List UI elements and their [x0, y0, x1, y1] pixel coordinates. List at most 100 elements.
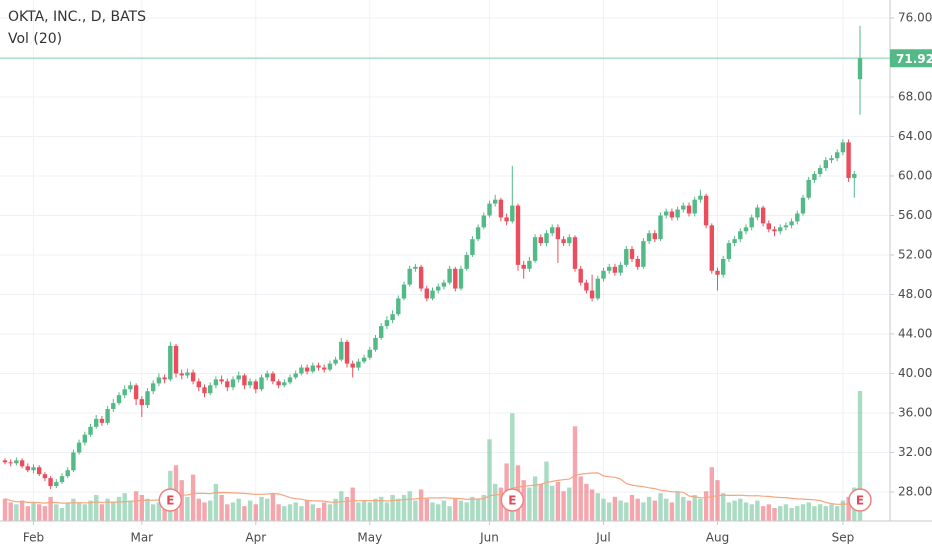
candle-body: [99, 418, 105, 423]
candle-body: [76, 442, 82, 453]
volume-bar: [835, 506, 840, 521]
volume-bar: [276, 504, 281, 521]
volume-bar: [8, 502, 13, 521]
y-tick-label: 60.00: [898, 168, 932, 182]
volume-bar: [202, 502, 207, 521]
volume-bar: [806, 502, 811, 521]
volume-bar: [270, 493, 276, 521]
volume-bar: [196, 498, 201, 521]
candle-body: [635, 258, 640, 267]
candle-body: [19, 460, 25, 467]
candle-body: [470, 239, 475, 255]
volume-bar: [339, 491, 344, 521]
volume-bar: [800, 504, 806, 521]
candle-body: [698, 195, 703, 200]
candle-body: [304, 367, 310, 372]
volume-bar: [778, 506, 783, 521]
volume-bar: [561, 491, 566, 521]
last-price-box: [890, 49, 932, 68]
candle-body: [441, 282, 447, 287]
candle-body: [658, 215, 663, 240]
candle-body: [795, 213, 800, 222]
volume-bar: [299, 506, 304, 521]
candle-body: [532, 237, 538, 261]
candle-body: [550, 227, 555, 234]
y-tick-label: 28.00: [898, 484, 932, 498]
candle-body: [743, 227, 749, 232]
volume-bar: [242, 506, 247, 521]
volume-bar: [219, 495, 224, 521]
volume-bar: [424, 498, 429, 521]
candle-body: [413, 266, 418, 269]
x-tick-label: Aug: [706, 531, 729, 545]
volume-bar: [310, 504, 315, 521]
volume-bar: [185, 496, 190, 521]
candle-body: [703, 195, 709, 226]
candle-body: [202, 387, 207, 394]
volume-bar: [629, 495, 635, 521]
x-tick-label: Jul: [595, 531, 610, 545]
volume-bar: [322, 502, 327, 521]
volume-bar: [510, 413, 515, 521]
candle-body: [778, 227, 783, 232]
candle-body: [25, 466, 30, 471]
x-tick-label: Apr: [245, 531, 266, 545]
volume-bar: [823, 506, 828, 521]
candle-body: [515, 205, 521, 265]
volume-bar: [14, 504, 19, 521]
candle-body: [384, 320, 390, 327]
axes: 28.00 32.00 36.00 40.00 44.00 48.00 52.00 56.00…: [0, 10, 932, 545]
volume-bar: [230, 502, 236, 521]
volume-bar: [418, 489, 424, 521]
volume-bar: [772, 508, 777, 521]
earnings-marker: [158, 488, 183, 512]
volume-bar: [686, 500, 692, 521]
candle-body: [185, 372, 190, 376]
candles: [2, 25, 863, 490]
candle-body: [835, 152, 840, 159]
candle-body: [612, 266, 618, 273]
volume-bar: [65, 502, 70, 521]
candle-body: [356, 361, 361, 368]
volume-bar: [447, 506, 452, 521]
volume-bar: [783, 504, 789, 521]
volume-bar: [692, 495, 697, 521]
volume-bar: [612, 496, 618, 521]
y-tick-label: 52.00: [898, 247, 932, 261]
candle-body: [390, 314, 395, 321]
volume-bar: [282, 506, 287, 521]
candle-body: [287, 377, 293, 383]
candle-body: [88, 426, 93, 435]
y-tick-label: 64.00: [898, 129, 932, 143]
volume-bar: [430, 502, 435, 521]
volume-bar: [407, 491, 412, 521]
volume-bar: [817, 504, 823, 521]
x-tick-label: May: [357, 531, 382, 545]
volume-bar: [253, 504, 258, 521]
volume-bar: [327, 504, 333, 521]
candle-body: [538, 237, 543, 244]
x-tick-label: Jun: [479, 531, 499, 545]
candle-body: [253, 381, 258, 390]
candle-body: [812, 173, 817, 180]
candle-body: [151, 383, 156, 392]
volume-bar: [812, 506, 817, 521]
volume-bar: [652, 500, 657, 521]
volume-bar: [413, 500, 418, 521]
candle-body: [772, 229, 777, 232]
volume-bar: [743, 502, 749, 521]
volume-bar: [384, 502, 390, 521]
candle-body: [42, 474, 48, 479]
y-tick-label: 56.00: [898, 208, 932, 222]
candle-body: [322, 367, 327, 370]
candle-body: [852, 173, 857, 178]
earnings-label: E: [166, 494, 174, 508]
candle-body: [54, 482, 59, 487]
candle-body: [578, 268, 583, 283]
volume-bar: [658, 493, 663, 521]
candle-body: [458, 268, 464, 289]
candle-body: [629, 249, 635, 259]
volume-bar: [379, 496, 384, 521]
volume-bar: [527, 487, 532, 521]
